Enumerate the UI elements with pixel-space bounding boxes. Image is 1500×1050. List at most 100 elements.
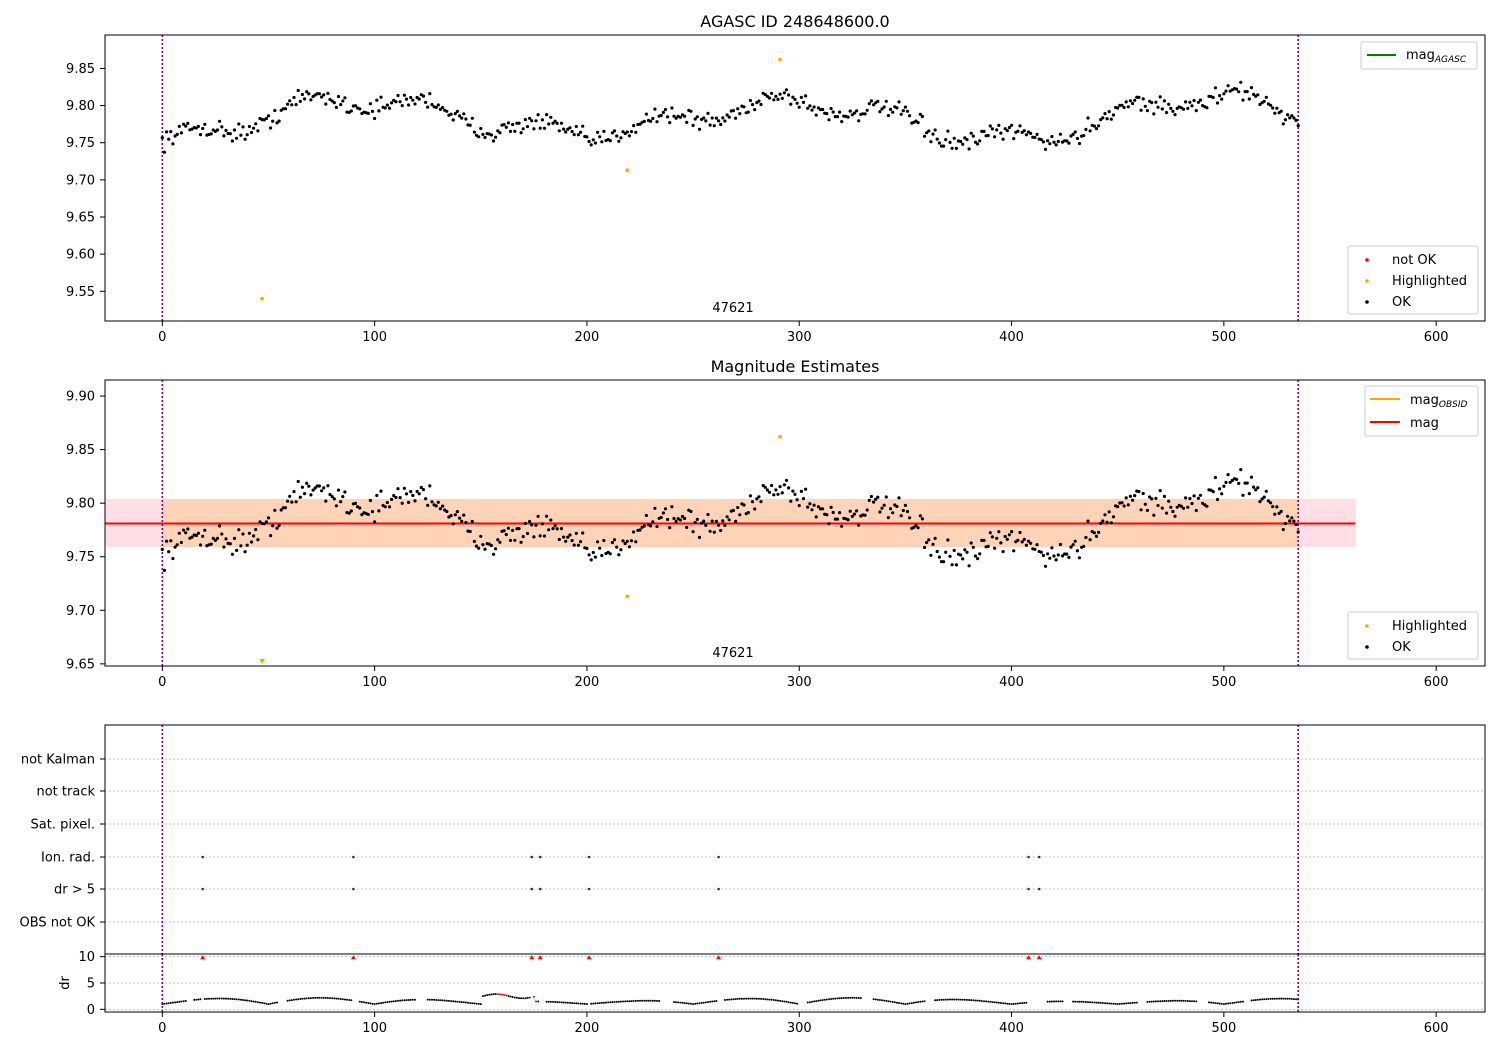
- y-tick-label: 9.55: [66, 285, 95, 300]
- dr-point: [1059, 1000, 1062, 1003]
- dr-point: [454, 1000, 457, 1003]
- dr-point: [645, 999, 648, 1002]
- ok-point: [1111, 113, 1116, 117]
- dr-point: [1157, 1000, 1159, 1003]
- dr-point: [515, 996, 518, 999]
- dr-point: [331, 997, 334, 1000]
- dr-point: [849, 996, 852, 999]
- flag-point: [530, 855, 534, 859]
- dr-point: [411, 998, 414, 1001]
- ok-point: [1128, 99, 1132, 103]
- dr-point: [242, 999, 244, 1001]
- ok-point: [576, 543, 581, 547]
- dr-point: [244, 999, 247, 1002]
- dr-point: [600, 1001, 603, 1004]
- ok-point: [1133, 98, 1137, 102]
- ok-point: [999, 131, 1003, 135]
- ok-point: [568, 533, 572, 537]
- ok-point: [215, 128, 220, 132]
- ok-point: [1077, 141, 1082, 146]
- dr-point: [220, 997, 223, 1000]
- dr-point: [772, 999, 775, 1001]
- dr-point: [985, 1000, 988, 1003]
- dr-point: [779, 999, 782, 1002]
- dr-point: [740, 997, 743, 1000]
- ok-point: [714, 519, 719, 523]
- dr-point: [878, 999, 881, 1001]
- ok-point: [436, 500, 440, 504]
- dr-point: [683, 1002, 686, 1005]
- dr-point: [263, 1002, 266, 1005]
- ok-point: [1126, 105, 1130, 109]
- dr-point: [630, 1000, 633, 1003]
- ok-point: [249, 130, 254, 135]
- ok-point: [600, 553, 604, 558]
- ok-point: [821, 107, 825, 112]
- dr-point: [728, 998, 731, 1001]
- ok-point: [1162, 494, 1166, 498]
- ok-point: [1288, 519, 1292, 523]
- ok-point: [1046, 552, 1050, 556]
- dr-point: [791, 1001, 794, 1004]
- dr-point: [509, 995, 512, 998]
- dr-point: [248, 999, 251, 1002]
- ok-point: [942, 560, 946, 564]
- ok-point: [1005, 537, 1009, 541]
- ok-point: [275, 526, 279, 530]
- dr-point: [167, 1002, 170, 1005]
- dr-point: [876, 998, 879, 1001]
- dr-point: [1233, 1001, 1236, 1004]
- ok-point: [821, 507, 825, 511]
- ok-point: [162, 568, 166, 573]
- dr-point: [1089, 1001, 1092, 1004]
- ok-point: [973, 140, 978, 144]
- ok-point: [608, 552, 612, 556]
- ok-point: [933, 536, 937, 541]
- ok-point: [449, 112, 453, 116]
- ok-point: [547, 528, 551, 532]
- ok-point: [1041, 140, 1045, 144]
- ok-point: [1283, 118, 1287, 122]
- ok-point: [1103, 112, 1107, 116]
- dr-point: [562, 1001, 565, 1004]
- dr-point: [709, 1000, 712, 1003]
- dr-point: [299, 998, 302, 1000]
- ok-point: [1107, 510, 1111, 514]
- highlighted-point: [625, 168, 630, 172]
- ok-point: [625, 539, 629, 543]
- dr-point: [231, 998, 234, 1000]
- dr-point: [301, 997, 304, 1000]
- ok-point: [812, 503, 816, 507]
- y-tick-label: 0: [87, 1003, 95, 1018]
- ok-point: [419, 485, 423, 490]
- dr-point: [702, 1001, 705, 1004]
- dr-point: [297, 998, 300, 1001]
- dr-point: [1016, 1002, 1019, 1005]
- x-tick-label: 600: [1424, 675, 1449, 690]
- dr-point: [1048, 1000, 1051, 1003]
- ok-point: [918, 514, 922, 518]
- ok-point: [1181, 107, 1186, 111]
- dr-point-not-ok: [498, 993, 501, 996]
- ok-point: [899, 514, 903, 518]
- dr-point: [789, 1001, 792, 1004]
- ok-point: [477, 135, 481, 139]
- legend-marker-highlighted: [1365, 279, 1369, 283]
- dr-point: [872, 998, 875, 1001]
- ok-point: [678, 518, 683, 522]
- dr-point: [639, 999, 641, 1002]
- dr-point: [484, 994, 486, 997]
- ok-point: [167, 550, 171, 554]
- ok-point: [1056, 139, 1060, 144]
- ok-point: [1012, 137, 1016, 141]
- ok-point: [1194, 508, 1198, 513]
- dr-point: [552, 1000, 554, 1003]
- dr-point: [488, 993, 491, 996]
- ok-point: [801, 100, 806, 104]
- dr-point: [783, 1000, 786, 1003]
- ok-point: [808, 104, 812, 108]
- ok-point: [663, 107, 668, 112]
- ok-point: [449, 514, 453, 518]
- ok-point: [232, 128, 237, 132]
- ok-point: [460, 519, 464, 523]
